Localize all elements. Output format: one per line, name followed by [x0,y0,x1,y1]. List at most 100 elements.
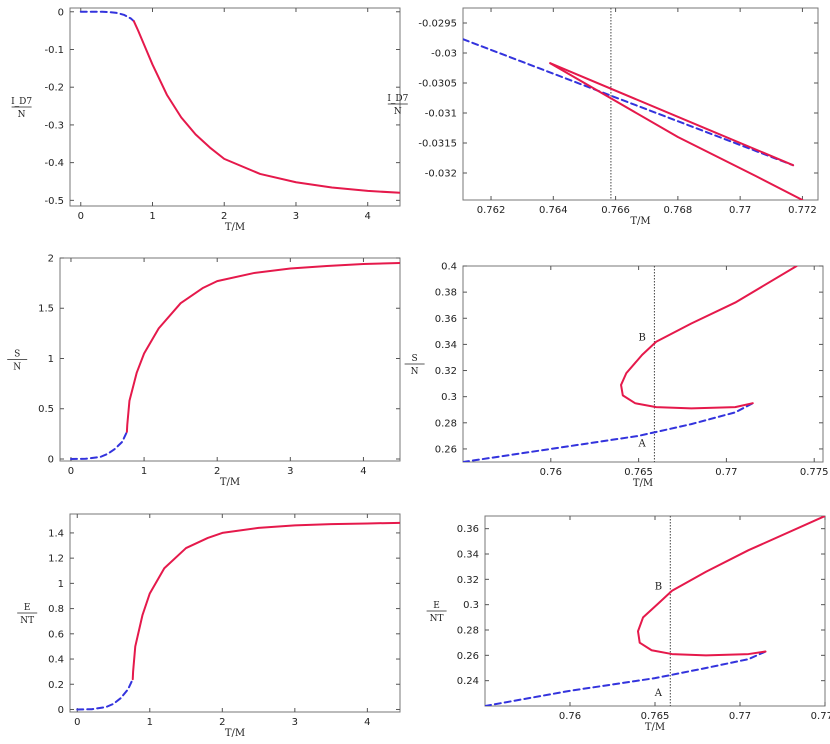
plot-area [463,266,798,462]
y-tick-label: -0.0315 [418,139,457,150]
y-tick-label: 0.26 [435,444,457,455]
x-tick-label: 3 [293,211,299,222]
x-tick-label: 4 [365,211,371,222]
plot-frame [69,513,401,713]
plot-area [79,10,400,194]
series-unstable-dashed [463,402,754,462]
y-axis-label-numerator: E [24,603,31,613]
x-tick-label: 0.768 [664,205,693,216]
y-tick-label: 0 [58,705,64,716]
y-tick-label: 0.38 [435,288,457,299]
plot-area [485,516,825,706]
y-tick-label: 0.6 [48,629,64,640]
y-tick-label: -0.4 [44,158,64,169]
x-tick-label: 0.772 [788,205,817,216]
y-tick-label: -0.5 [44,196,64,207]
y-tick-label: -0.2 [44,83,64,94]
y-axis-label-denominator: N [13,363,21,373]
x-axis-label: T/M [630,216,650,227]
y-tick-label: 0.36 [435,314,457,325]
x-tick-label: 0.762 [477,205,506,216]
x-tick-label: 0.76 [559,711,581,722]
y-tick-label: -0.03 [431,49,457,60]
y-tick-label: 0.8 [48,604,64,615]
chart-id7-vs-temperature: 0 1 2 3 4 0 -0.1 -0.2 -0.3 -0.4 -0.5 T/M I_D7 N [11,7,401,233]
x-tick-label: 0 [78,211,84,222]
plot-area [76,521,400,711]
series-stable-solid [637,516,825,657]
x-tick-label: 2 [221,211,227,222]
x-tick-label: 2 [219,717,225,728]
y-tick-label: 0.32 [435,366,457,377]
y-axis-label-numerator: E [433,601,440,611]
x-tick-label: 0.775 [811,711,830,722]
x-tick-label: 0 [74,717,80,728]
x-tick-label: 2 [214,466,220,477]
series-stable-solid [125,262,400,433]
y-tick-label: 0.26 [457,651,479,662]
plot-frame [462,7,819,201]
x-tick-label: 3 [292,717,298,728]
y-tick-label: 0.4 [48,655,64,666]
x-tick-label: 4 [364,717,370,728]
x-axis-label: T/M [225,222,245,233]
x-tick-label: 0 [68,466,74,477]
x-tick-label: 0.764 [539,205,568,216]
plot-area [463,8,804,200]
y-tick-label: 0.4 [441,262,457,273]
chart-entropy-vs-temperature: 0 1 2 3 400.511.52T/MSN [7,254,401,488]
chart-entropy-zoom: 0.76 0.765 0.77 0.775 0.26 0.28 0.3 0.32 0.34 0.3… [404,262,829,489]
y-tick-label: 2 [48,254,54,265]
series-stable-solid [131,521,400,681]
y-tick-label: 0.3 [441,392,457,403]
series-stable-solid [132,20,400,194]
x-tick-label: 0.76 [540,467,562,478]
x-tick-label: 1 [141,466,147,477]
x-axis-label: T/M [645,722,665,733]
series-unstable-dashed [69,430,128,460]
chart-id7-zoom: 0.762 0.764 0.766 0.768 0.77 0.772 -0.0295 -0.0… [387,7,819,227]
annotation-b: B [655,581,662,592]
y-tick-label: 1.4 [48,528,64,539]
annotation-a: A [638,438,647,449]
x-tick-label: 0.77 [715,467,737,478]
x-axis-label: T/M [633,478,653,489]
y-axis-label-denominator: N [18,110,26,120]
y-tick-label: 0.5 [38,404,54,415]
y-tick-label: 0.32 [457,575,479,586]
x-tick-label: 3 [287,466,293,477]
y-axis-label-denominator: N [411,367,419,377]
y-axis-label-denominator: N [394,107,402,117]
series-unstable-dashed [79,10,135,23]
series-unstable-dashed [76,678,134,711]
y-tick-label: 0.2 [48,680,64,691]
x-axis-label: T/M [220,477,240,488]
y-axis-label-denominator: NT [430,614,444,624]
y-tick-label: -0.032 [425,169,457,180]
series-unstable-dashed [463,38,795,167]
y-tick-label: -0.0295 [418,19,457,30]
annotation-a: A [654,688,663,699]
x-tick-label: 4 [360,466,366,477]
annotation-b: B [638,332,645,343]
y-tick-label: 0.24 [457,676,479,687]
plot-frame [462,265,824,463]
y-tick-label: 0.34 [435,340,457,351]
plot-frame [59,257,401,462]
y-tick-label: 1.5 [38,304,54,315]
y-axis-label-numerator: S [14,350,20,360]
plot-area [69,262,400,460]
y-tick-label: 0.3 [463,600,479,611]
x-tick-label: 1 [149,211,155,222]
y-tick-label: 0.36 [457,524,479,535]
y-tick-label: 1 [58,579,64,590]
series-unstable-dashed [485,650,767,706]
series-stable-solid [549,62,804,200]
chart-energy-zoom: 0.76 0.765 0.77 0.775 0.24 0.26 0.28 0.3 0.32 0.3… [426,515,830,733]
x-tick-label: 1 [147,717,153,728]
x-axis-label: T/M [225,728,245,739]
y-tick-label: -0.0305 [418,79,457,90]
x-tick-label: 0.775 [800,467,829,478]
y-tick-label: -0.1 [44,45,64,56]
